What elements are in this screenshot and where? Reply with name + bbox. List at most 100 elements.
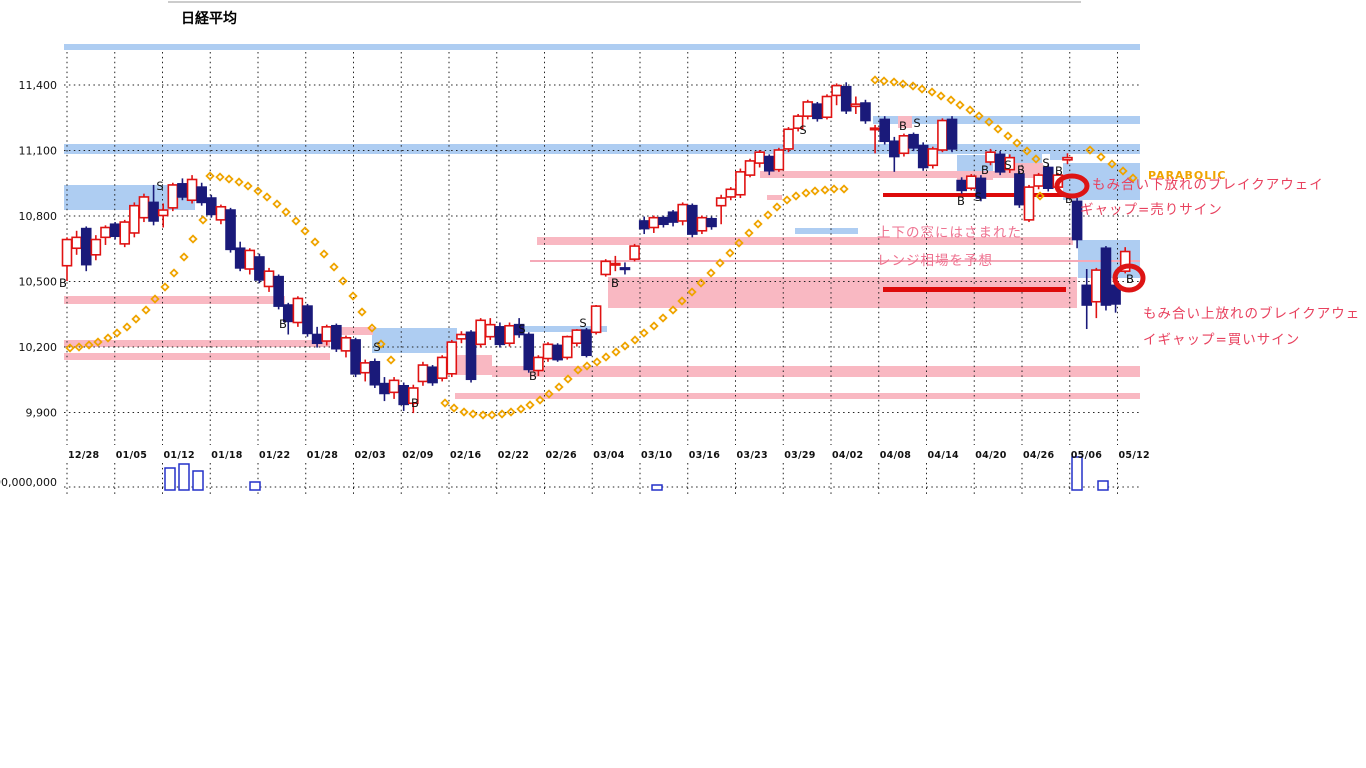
sar-dot (801, 188, 811, 198)
sar-dot (122, 322, 132, 332)
candle-body-up (629, 245, 640, 260)
x-axis-label: 12/28 (68, 450, 100, 461)
annotation-buy-signal-line1: もみ合い上放れのブレイクアウェ (1143, 305, 1360, 322)
candle-body-up (417, 364, 429, 383)
sar-dot (936, 91, 946, 101)
candle-body-down (196, 186, 207, 204)
candle-body-up (138, 196, 150, 219)
sar-dot (1022, 146, 1032, 156)
candle-body-down (494, 326, 506, 346)
candle-body-up (590, 305, 602, 334)
sell-marker: S (373, 340, 380, 354)
sar-dot (668, 305, 678, 315)
support-resistance-lines (530, 193, 1140, 292)
candle-body-down (581, 329, 592, 357)
candle-body-down (860, 102, 871, 122)
sar-dot (1031, 154, 1041, 164)
sar-dot (782, 195, 792, 205)
sar-dot (386, 355, 396, 365)
buy-marker: B (1126, 272, 1134, 286)
candle-body-down (234, 247, 246, 269)
buy-marker: B (899, 119, 907, 133)
x-axis-label: 01/28 (307, 450, 339, 461)
candle-body-up (446, 341, 458, 375)
candle-body-down (908, 133, 919, 149)
annotation-buy-signal-line2: イギャップ=買いサイン (1143, 332, 1300, 348)
candle-body-down (350, 339, 361, 375)
candle-body-up (1062, 156, 1073, 161)
candle-body-down (975, 177, 987, 199)
sar-dot (459, 407, 469, 417)
candle-body-down (619, 267, 631, 271)
candle-body-up (792, 115, 804, 129)
candle-body-up (561, 335, 573, 359)
candle-body-up (648, 216, 660, 229)
candle-body-up (321, 326, 333, 342)
red-resistance-line (883, 193, 1066, 197)
sar-dot (84, 340, 94, 350)
x-axis-label: 04/14 (928, 450, 960, 461)
x-axis-label: 01/12 (164, 450, 195, 461)
volume-bar (249, 481, 261, 491)
candle-body-down (706, 217, 717, 228)
highlight-circles (1054, 173, 1146, 293)
candle-body-up (725, 188, 737, 198)
candle-body-up (783, 128, 794, 150)
buy-marker: B (957, 194, 965, 208)
sar-dot (554, 382, 564, 392)
buy-marker: B (1055, 164, 1063, 178)
candle-body-up (802, 101, 814, 117)
blue-gap-window (523, 326, 607, 332)
annotation-range-forecast-line2: レンジ相場を予想 (877, 253, 993, 269)
sar-dot (984, 117, 994, 127)
sar-dot (74, 342, 84, 352)
sar-dot (829, 184, 839, 194)
sar-dot (253, 186, 263, 196)
buy-marker: B (981, 163, 989, 177)
candle-body-up (571, 329, 583, 345)
candle-body-down (994, 153, 1006, 173)
sar-dot (763, 210, 773, 220)
pink-gap-window (64, 296, 285, 304)
sar-dot (160, 282, 170, 292)
candle-body-down (80, 227, 92, 266)
buy-marker: B (1065, 192, 1073, 206)
sar-dot (329, 262, 339, 272)
candle-body-up (542, 343, 554, 360)
pink-gap-window (608, 277, 1077, 308)
x-axis-label: 03/29 (784, 450, 815, 461)
candle-body-up (850, 103, 862, 108)
y-axis-label: 11,100 (19, 145, 58, 158)
candle-body-down (658, 216, 669, 226)
candle-body-up (821, 95, 833, 119)
buy-marker: B (279, 317, 287, 331)
candle-body-up (1004, 156, 1016, 171)
x-axis-label: 03/23 (737, 450, 768, 461)
sar-dot (525, 400, 535, 410)
x-axis-label: 01/18 (211, 450, 243, 461)
candle-body-down (552, 344, 563, 361)
sell-marker: S (579, 316, 586, 330)
candle-body-down (956, 179, 967, 192)
sar-dot (281, 207, 291, 217)
sar-dot (544, 389, 554, 399)
sar-dot (215, 172, 225, 182)
sar-dot (262, 192, 272, 202)
sar-dot (725, 248, 735, 258)
candle-body-up (186, 178, 198, 202)
candle-body-down (177, 183, 188, 198)
buy-marker: B (1017, 163, 1025, 177)
sar-dot (592, 357, 602, 367)
candle-body-up (735, 171, 746, 196)
sar-dot (449, 403, 459, 413)
y-axis-label: 11,400 (19, 79, 58, 92)
sar-dot (65, 343, 75, 353)
axis-labels: 11,400 11,100 10,800 10,500 10,200 9,900 12/28… (19, 79, 1150, 461)
candle-body-down (523, 333, 535, 371)
sar-dot (611, 347, 621, 357)
sar-dot (706, 268, 716, 278)
sell-marker: S (518, 322, 525, 336)
candle-body-down (206, 197, 217, 216)
candle-body-down (638, 220, 650, 230)
candle-body-down (812, 103, 823, 120)
